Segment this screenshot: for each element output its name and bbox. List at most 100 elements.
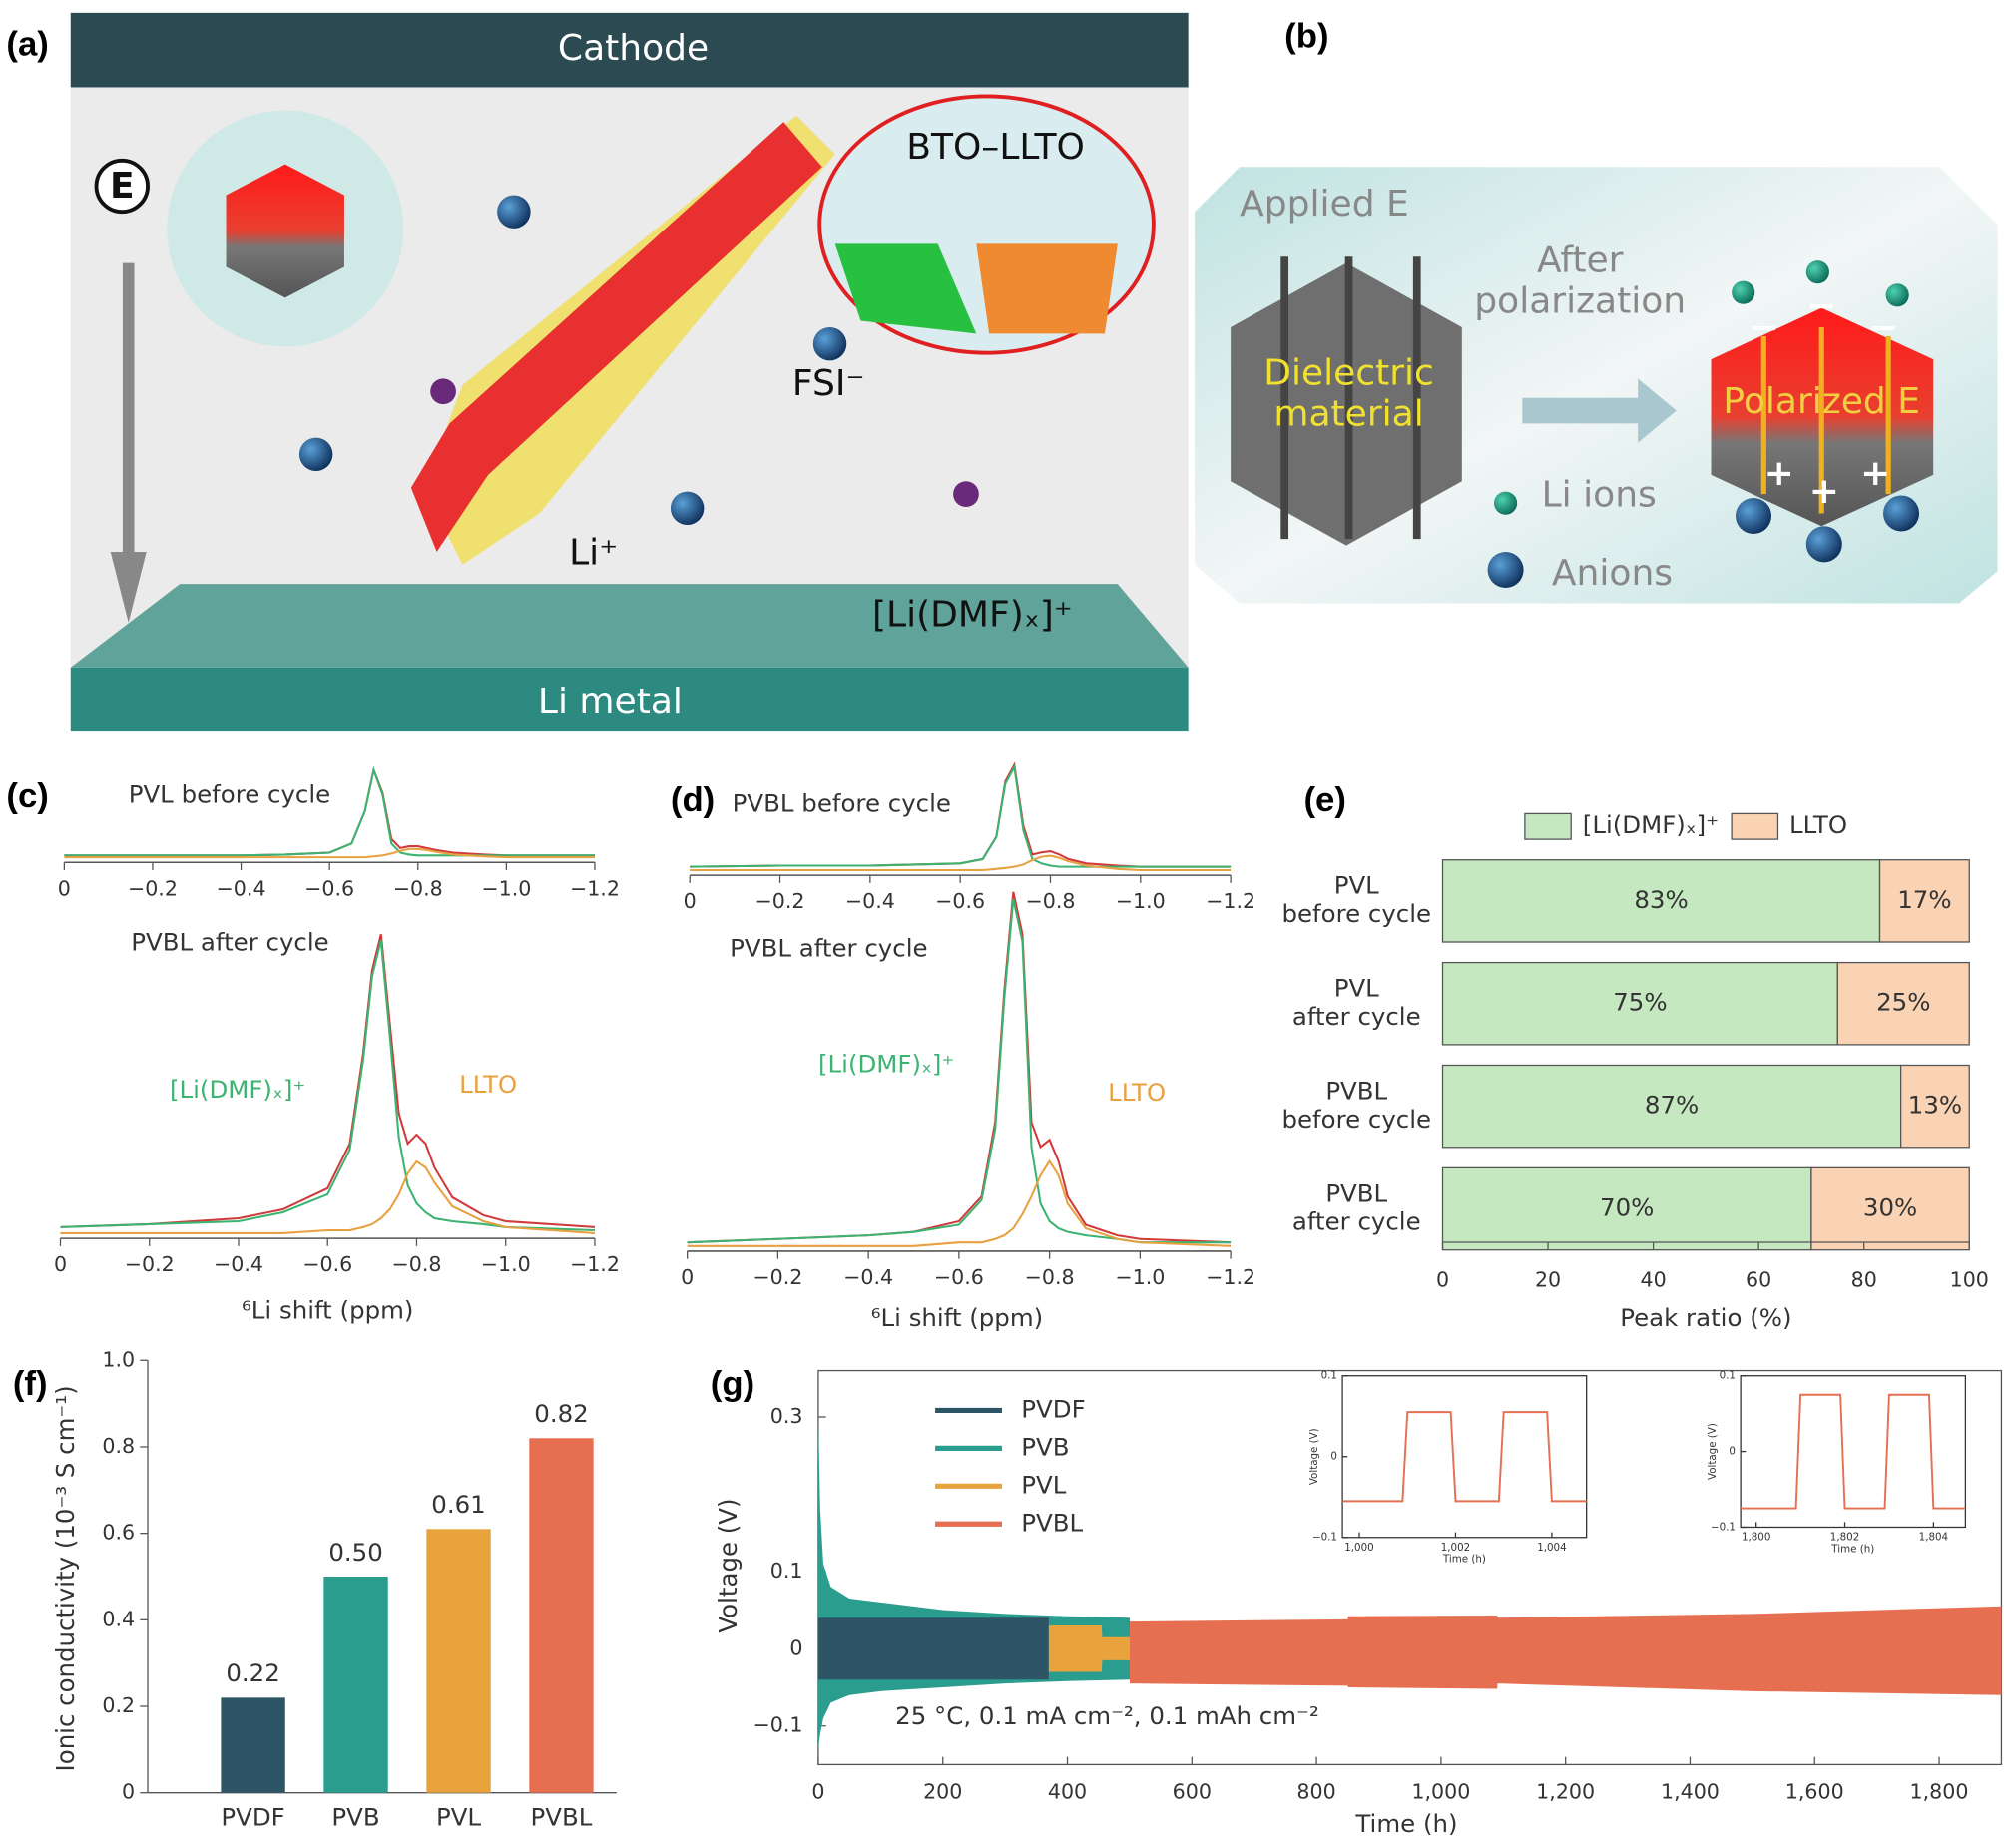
li-ion [1805, 260, 1829, 284]
category-label: PVL before cycle [1281, 871, 1431, 928]
inset-x-title: Time (h) [1830, 1543, 1874, 1555]
y-tick-label: 0.6 [102, 1521, 135, 1545]
bar-segment [1810, 1166, 1970, 1251]
x-tick-label: −0.4 [845, 889, 895, 913]
positive-charge: + [1764, 453, 1794, 494]
inset-line [1342, 1411, 1587, 1503]
negative-charge: − [1806, 286, 1836, 327]
green-octahedra [834, 243, 977, 334]
x-tick-label: −1.0 [1115, 1265, 1165, 1289]
x-tick-label: PVL [436, 1802, 481, 1831]
bar-segment [1899, 1064, 1970, 1149]
spectrum [690, 763, 1232, 868]
value-label: 83% [1634, 885, 1688, 914]
x-tick-label: −0.4 [217, 876, 266, 900]
x-tick-label: PVB [331, 1802, 379, 1831]
value-label: 0.61 [431, 1490, 485, 1519]
spectrum [690, 854, 1232, 872]
x-tick-label: 80 [1851, 1268, 1877, 1292]
x-tick-label: 20 [1535, 1268, 1561, 1292]
value-label: 0.82 [534, 1399, 588, 1428]
y-axis-title: Voltage (V) [714, 1498, 743, 1632]
polarization-arrow [1522, 378, 1677, 443]
y-tick-label: 0.1 [770, 1559, 803, 1583]
bar [221, 1697, 285, 1793]
inset-y-tick-label: 0 [1729, 1446, 1736, 1458]
x-tick-label: −1.2 [570, 1252, 620, 1276]
category-label: PVBL before cycle [1281, 1076, 1431, 1133]
x-tick-label: 1,000 [1411, 1780, 1470, 1804]
x-tick-label: −0.8 [393, 876, 443, 900]
panel-label: (f) [13, 1365, 48, 1403]
inset-y-tick-label: 0 [1330, 1451, 1337, 1463]
spectrum [64, 847, 595, 859]
x-tick-label: 0 [54, 1252, 67, 1276]
anion [1883, 495, 1920, 532]
voltage-band [1048, 1624, 1149, 1672]
x-tick-label: −1.2 [1206, 889, 1255, 913]
annotation: [Li(DMF)ₓ]⁺ [818, 1049, 954, 1078]
inset-x-tick-label: 1,002 [1441, 1542, 1470, 1554]
x-tick-label: −0.8 [1025, 1265, 1075, 1289]
bar-segment [1878, 859, 1970, 943]
value-label: 75% [1613, 988, 1667, 1017]
bar-segment [1441, 1166, 1812, 1251]
spectrum [60, 940, 595, 1232]
li-metal [70, 667, 1189, 732]
y-tick-label: 0.3 [770, 1404, 803, 1428]
inset-x-tick-label: 1,000 [1344, 1542, 1373, 1554]
bar [426, 1529, 491, 1793]
inset-y-tick-label: 0.1 [1720, 1370, 1736, 1382]
y-tick-label: 0 [789, 1635, 802, 1659]
x-tick-label: −1.0 [1116, 889, 1166, 913]
x-tick-label: −1.0 [481, 1252, 531, 1276]
voltage-band [1129, 1606, 2002, 1695]
legend-label: PVDF [1021, 1394, 1085, 1423]
legend-label: LLTO [1789, 810, 1847, 839]
x-tick-label: −0.2 [125, 1252, 175, 1276]
x-tick-label: 600 [1173, 1780, 1212, 1804]
annotation: LLTO [1108, 1078, 1166, 1107]
subplot-title: PVBL before cycle [733, 788, 951, 817]
x-axis-title: Peak ratio (%) [1620, 1303, 1791, 1332]
x-tick-label: PVDF [221, 1802, 284, 1831]
field-symbol [94, 158, 150, 215]
spectrum [60, 1159, 596, 1234]
positive-charge: + [1809, 471, 1839, 512]
anions-label: Anions [1552, 553, 1673, 594]
inset-x-tick-label: 1,802 [1830, 1532, 1859, 1544]
x-tick-label: 100 [1950, 1268, 1989, 1292]
legend-label: PVB [1021, 1432, 1069, 1461]
x-tick-label: −0.4 [214, 1252, 263, 1276]
anion [670, 491, 705, 526]
inset-frame [1341, 1375, 1588, 1539]
x-tick-label: −0.6 [935, 889, 985, 913]
polarized-label: Polarized E [1723, 381, 1920, 422]
y-tick-label: 0 [122, 1780, 135, 1804]
legend-swatch [1524, 812, 1572, 840]
y-tick-label: 0.4 [102, 1607, 135, 1630]
x-tick-label: −0.6 [934, 1265, 984, 1289]
x-axis-title: ⁶Li shift (ppm) [871, 1303, 1043, 1332]
annotation: [Li(DMF)ₓ]⁺ [170, 1075, 305, 1104]
subplot-title: PVL before cycle [129, 779, 331, 808]
legend-label: PVL [1021, 1470, 1066, 1499]
anion [497, 195, 531, 229]
cathode-label: Cathode [558, 28, 709, 69]
anion-label: FSI⁻ [792, 363, 865, 404]
particle-chain [410, 122, 822, 553]
x-tick-label: 800 [1296, 1780, 1335, 1804]
x-tick-label: −1.2 [1206, 1265, 1255, 1289]
positive-charge: + [1860, 453, 1890, 494]
anion [812, 326, 847, 361]
x-tick-label: −0.4 [843, 1265, 893, 1289]
annotation: 25 °C, 0.1 mA cm⁻², 0.1 mAh cm⁻² [895, 1701, 1319, 1730]
inset-frame [1740, 1375, 1967, 1529]
x-tick-label: 0 [58, 876, 71, 900]
x-tick-label: 1,600 [1785, 1780, 1844, 1804]
x-tick-label: 1,400 [1661, 1780, 1720, 1804]
li-ion [430, 378, 456, 405]
x-tick-label: 0 [681, 1265, 694, 1289]
anion [1805, 526, 1842, 563]
